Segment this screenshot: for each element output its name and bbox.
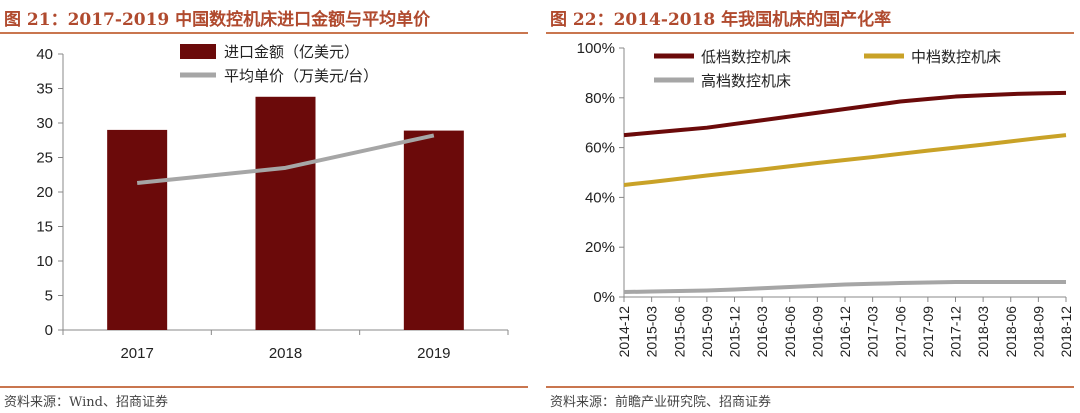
x-tick-label: 2017-03 — [865, 306, 881, 358]
y-tick-label: 10 — [36, 253, 53, 270]
x-tick-label: 2016-09 — [809, 306, 825, 358]
bar-import-value — [255, 96, 316, 330]
legend-label-avg-price: 平均单价（万美元/台） — [224, 68, 378, 85]
figure-22-bottom-rule — [546, 386, 1074, 388]
x-tick-label: 2018-06 — [1003, 306, 1019, 358]
y-tick-label: 100% — [577, 40, 615, 57]
x-tick-label: 2018-12 — [1058, 306, 1074, 358]
y-tick-label: 5 — [45, 288, 53, 305]
figure-21-panel: 图 21：2017-2019 中国数控机床进口金额与平均单价 0 5 10 15 20 2… — [0, 0, 530, 413]
legend-label-import: 进口金额（亿美元） — [224, 44, 359, 61]
y-tick-label: 20 — [36, 184, 53, 201]
x-tick-label: 2015-06 — [671, 306, 687, 358]
y-tick-label: 0 — [45, 322, 53, 339]
legend-label-3: 高档数控机床 — [701, 73, 791, 90]
y-tick-label: 40% — [585, 189, 615, 206]
x-tick-label: 2017-06 — [892, 306, 908, 358]
y-tick-label: 25 — [36, 150, 53, 167]
x-tick-label: 2017-12 — [948, 306, 964, 358]
y-tick-label: 35 — [36, 81, 53, 98]
x-tick-label: 2015-03 — [644, 306, 660, 358]
y-tick-label: 60% — [585, 140, 615, 157]
x-tick-label: 2016-12 — [837, 306, 853, 358]
y-tick-label: 0% — [593, 289, 615, 306]
legend-swatch-import — [180, 44, 216, 59]
x-tick-label: 2014-12 — [616, 306, 632, 358]
y-tick-label: 15 — [36, 219, 53, 236]
figure-22-panel: 图 22：2014-2018 年我国机床的国产化率 0% 20% 40% 60% 80%… — [546, 0, 1076, 413]
x-tick-label: 2017 — [120, 345, 153, 362]
series-line-3 — [623, 280, 1066, 295]
x-tick-label: 2016-06 — [782, 306, 798, 358]
x-tick-label: 2015-12 — [727, 306, 743, 358]
x-tick-label: 2018-03 — [975, 306, 991, 358]
x-tick-label: 2016-03 — [754, 306, 770, 358]
figure-21-bottom-rule — [0, 386, 528, 388]
import-bar-line-chart: 0 5 10 15 20 25 30 35 40 2017 2018 2019 进口金额（亿美元） 平均单… — [36, 44, 509, 362]
figure-21-title: 图 21：2017-2019 中国数控机床进口金额与平均单价 — [4, 10, 431, 30]
x-tick-label: 2019 — [417, 345, 450, 362]
x-tick-label: 2015-09 — [699, 306, 715, 358]
y-tick-label: 20% — [585, 239, 615, 256]
figure-21-source: 资料来源：Wind、招商证券 — [4, 395, 168, 410]
bar-import-value — [107, 129, 168, 330]
series-line-1 — [623, 90, 1067, 138]
figure-22-source: 资料来源：前瞻产业研究院、招商证券 — [550, 395, 772, 410]
x-tick-label: 2017-09 — [920, 306, 936, 358]
legend-label-1: 低档数控机床 — [701, 49, 791, 66]
figure-21-top-rule — [0, 32, 528, 34]
y-tick-label: 40 — [36, 46, 53, 63]
localization-rate-line-chart: 0% 20% 40% 60% 80% 100% 2014-12 2015-03 2015-06 2… — [577, 40, 1074, 358]
figure-22-title: 图 22：2014-2018 年我国机床的国产化率 — [550, 10, 892, 30]
legend-label-2: 中档数控机床 — [911, 49, 1001, 66]
x-tick-label: 2018 — [269, 345, 302, 362]
bar-import-value — [403, 130, 464, 330]
x-tick-label: 2018-09 — [1030, 306, 1046, 358]
figure-22-top-rule — [546, 32, 1074, 34]
y-tick-label: 30 — [36, 115, 53, 132]
y-tick-label: 80% — [585, 90, 615, 107]
